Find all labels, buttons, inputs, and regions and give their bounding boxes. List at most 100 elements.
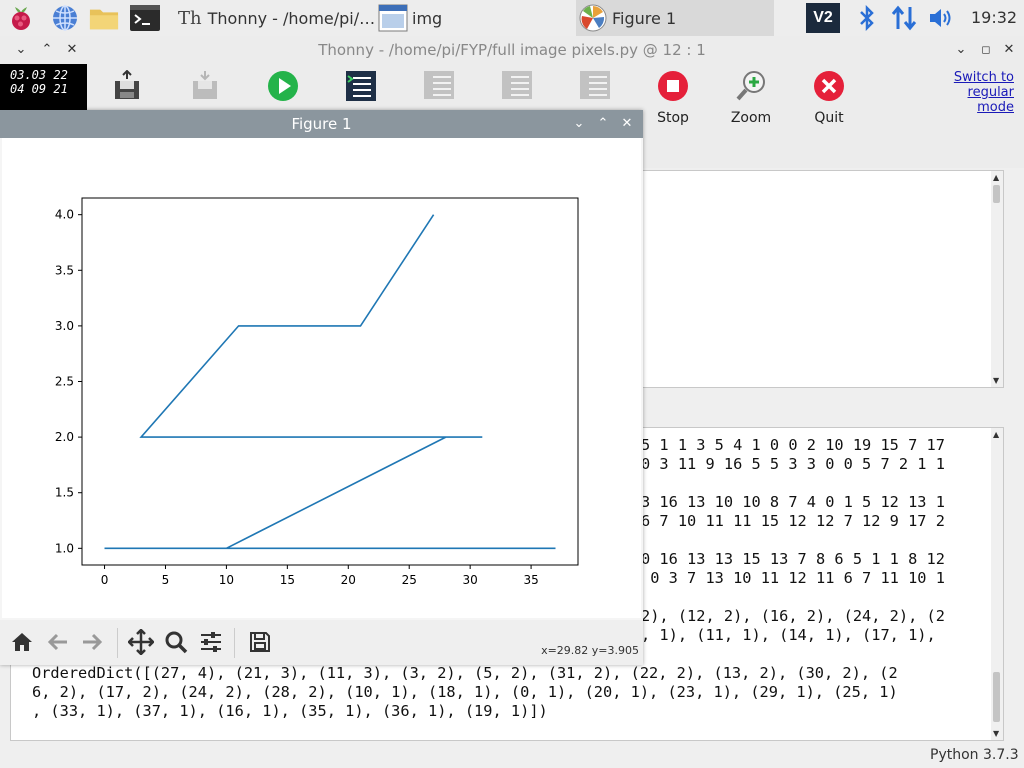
file-manager-icon[interactable] [89, 3, 119, 33]
y-tick-label: 4.0 [55, 208, 74, 222]
clock-widget-line: 03.03 22 [10, 68, 68, 82]
clock[interactable]: 19:32 [971, 8, 1018, 27]
shell-output: OrderedDict([(27, 4), (21, 3), (11, 3), … [32, 664, 898, 721]
code-editor[interactable]: ▲ ▼ [642, 170, 1004, 388]
new-button[interactable] [92, 69, 162, 108]
figure-window: Figure 1 ⌄ ⌃ ✕ 0 5 10 15 20 25 30 35 1.0 1.5 2.0 2.… [0, 110, 643, 665]
x-tick-label: 5 [162, 573, 170, 587]
taskbar-task-label: img [412, 8, 443, 28]
taskbar-task-thonny[interactable]: Th Thonny - /home/pi/… [174, 0, 375, 36]
y-tick-label: 1.5 [55, 486, 74, 500]
shell-line: 5 1 1 3 5 4 1 0 0 2 10 19 15 7 17 [641, 436, 945, 454]
figure-title: Figure 1 [291, 115, 352, 133]
x-tick-label: 35 [523, 573, 538, 587]
web-browser-icon[interactable] [50, 3, 80, 33]
shell-line: , (33, 1), (37, 1), (16, 1), (35, 1), (3… [32, 702, 548, 720]
zoom-button[interactable]: Zoom [716, 70, 786, 126]
thonny-close-icon[interactable]: ✕ [66, 42, 78, 57]
clock-widget: 03.03 22 04 09 21 [0, 64, 87, 110]
x-tick-label: 15 [280, 573, 295, 587]
tool-label: Quit [814, 110, 844, 126]
y-tick-label: 2.0 [55, 430, 74, 444]
y-tick-label: 3.5 [55, 263, 74, 277]
thonny-restore-icon[interactable]: ◻ [981, 43, 991, 56]
shell-scrollbar[interactable]: ▲ ▼ [991, 428, 1003, 740]
x-tick-label: 10 [219, 573, 234, 587]
figure-minimize-icon[interactable]: ⌄ [573, 116, 585, 131]
shell-line: 6, 2), (17, 2), (24, 2), (28, 2), (10, 1… [32, 683, 898, 701]
thonny-minimize-icon[interactable]: ⌄ [15, 42, 27, 57]
thonny-minimize-right-icon[interactable]: ⌄ [955, 42, 967, 57]
y-tick-label: 3.0 [55, 319, 74, 333]
line-chart: 0 5 10 15 20 25 30 35 1.0 1.5 2.0 2.5 3.0 3.5 4.0 [55, 197, 579, 587]
step-over-button[interactable] [404, 70, 474, 108]
run-icon [268, 71, 298, 101]
thonny-maximize-icon[interactable]: ⌃ [41, 42, 53, 57]
back-icon[interactable] [44, 628, 72, 656]
x-tick-label: 0 [101, 573, 109, 587]
stop-icon [658, 71, 688, 101]
figure-maximize-icon[interactable]: ⌃ [597, 116, 609, 131]
vnc-icon[interactable]: V2 [806, 3, 840, 33]
figure-canvas[interactable]: 0 5 10 15 20 25 30 35 1.0 1.5 2.0 2.5 3.0 3.5 4.0 [2, 138, 641, 618]
image-viewer-icon [378, 4, 408, 32]
tool-label: Zoom [730, 110, 772, 126]
matplotlib-icon [578, 3, 608, 33]
save-button[interactable] [170, 70, 240, 108]
volume-icon[interactable] [927, 3, 957, 33]
y-tick-label: 2.5 [55, 375, 74, 389]
thonny-close-right-icon[interactable]: ✕ [1003, 42, 1015, 57]
step-out-button[interactable] [560, 70, 630, 108]
taskbar-task-figure[interactable]: Figure 1 [576, 0, 774, 36]
editor-scroll-thumb[interactable] [993, 185, 1000, 203]
shell-line [641, 474, 945, 493]
cursor-coordinates: x=29.82 y=3.905 [541, 644, 639, 657]
step-over-icon [424, 71, 454, 99]
bluetooth-icon[interactable] [852, 3, 882, 33]
taskbar: Th Thonny - /home/pi/… img Figure 1 V2 1… [0, 0, 1024, 37]
home-icon[interactable] [8, 628, 36, 656]
taskbar-task-label: Figure 1 [612, 8, 677, 28]
tool-label: Stop [657, 110, 689, 126]
configure-subplots-icon[interactable] [197, 628, 225, 656]
shell-line: 0 3 11 9 16 5 5 3 3 0 0 5 7 2 1 1 [641, 455, 945, 473]
x-tick-label: 25 [402, 573, 417, 587]
x-tick-label: 30 [463, 573, 478, 587]
save-disabled-icon [193, 71, 217, 99]
editor-scrollbar[interactable]: ▲ ▼ [991, 171, 1003, 387]
debug-button[interactable] [326, 70, 396, 110]
thonny-icon: Th [178, 7, 202, 29]
raspberry-menu-icon[interactable] [6, 3, 36, 33]
taskbar-task-label: Thonny - /home/pi/… [207, 8, 376, 28]
network-icon[interactable] [889, 3, 919, 33]
figure-close-icon[interactable]: ✕ [621, 116, 633, 131]
x-tick-label: 20 [341, 573, 356, 587]
run-button[interactable] [248, 70, 318, 110]
scroll-down-icon[interactable]: ▼ [993, 376, 1000, 385]
shell-output-partial: 5 1 1 3 5 4 1 0 0 2 10 19 15 7 17 0 3 11 … [641, 436, 945, 645]
shell-line [641, 588, 945, 607]
shell-scroll-thumb[interactable] [993, 672, 1000, 722]
shell-line: 3 16 13 10 10 8 7 4 0 1 5 12 13 1 [641, 493, 945, 511]
terminal-icon[interactable] [130, 3, 160, 33]
shell-line [641, 531, 945, 550]
taskbar-task-img[interactable]: img [374, 0, 570, 36]
step-into-button[interactable] [482, 70, 552, 108]
step-out-icon [580, 71, 610, 99]
switch-mode-link[interactable]: Switch to regular mode [953, 70, 1014, 115]
shell-line: 6 7 10 11 11 15 12 12 7 12 9 17 2 [641, 512, 945, 530]
save-figure-icon[interactable] [246, 628, 274, 656]
scroll-down-icon[interactable]: ▼ [993, 729, 1000, 738]
forward-icon[interactable] [78, 628, 106, 656]
pan-icon[interactable] [127, 628, 155, 656]
quit-button[interactable]: Quit [794, 70, 864, 126]
stop-button[interactable]: Stop [638, 70, 708, 126]
shell-line: , 1), (11, 1), (14, 1), (17, 1), [641, 626, 936, 644]
scroll-up-icon[interactable]: ▲ [993, 173, 1000, 182]
shell-line: 2), (12, 2), (16, 2), (24, 2), (2 [641, 607, 945, 625]
zoom-rect-icon[interactable] [162, 628, 190, 656]
shell-line: 0 16 13 13 15 13 7 8 6 5 1 1 8 12 [641, 550, 945, 568]
axes-frame [81, 197, 579, 566]
figure-titlebar[interactable]: Figure 1 ⌄ ⌃ ✕ [0, 110, 643, 138]
scroll-up-icon[interactable]: ▲ [993, 430, 1000, 439]
